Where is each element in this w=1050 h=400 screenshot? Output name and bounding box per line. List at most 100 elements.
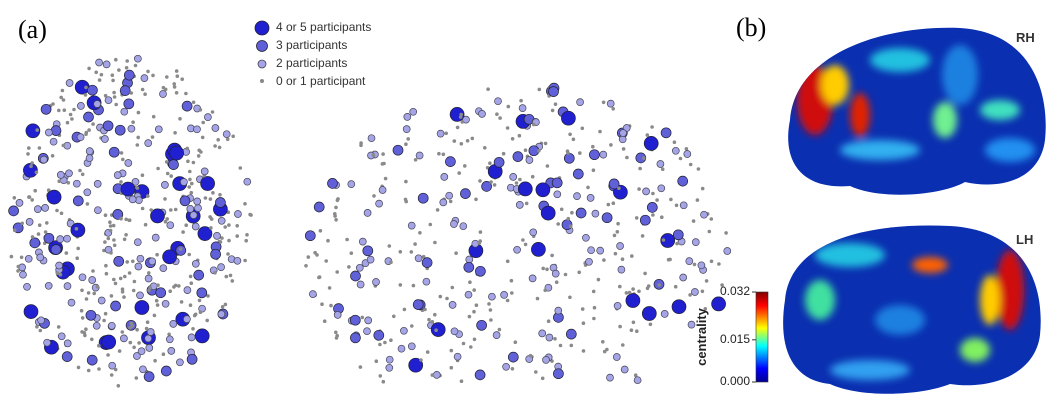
node-dot: [634, 216, 639, 220]
node-dot: [188, 274, 193, 279]
node-dot: [108, 146, 120, 158]
node-dot: [696, 167, 701, 171]
node-dot: [553, 102, 558, 106]
node-dot: [371, 153, 376, 157]
node-dot: [364, 316, 373, 325]
node-dot: [505, 298, 510, 303]
node-dot: [128, 326, 132, 330]
node-dot: [495, 112, 499, 116]
node-dot: [143, 222, 148, 227]
node-dot: [70, 222, 86, 238]
node-dot: [200, 176, 215, 191]
node-dot: [660, 310, 669, 318]
node-dot: [145, 320, 150, 325]
node-dot: [313, 250, 317, 255]
node-dot: [9, 254, 14, 259]
node-dot: [476, 319, 487, 331]
node-dot: [121, 157, 125, 162]
node-dot: [107, 321, 116, 330]
node-dot: [350, 270, 361, 282]
node-dot: [347, 265, 351, 269]
node-dot: [572, 168, 584, 180]
node-dot: [16, 269, 20, 273]
node-dot: [172, 85, 177, 89]
node-dot: [505, 126, 510, 130]
node-dot: [489, 318, 493, 322]
colorbar: centrality 0.000 0.015 0.032: [694, 284, 769, 388]
node-dot: [333, 214, 337, 218]
node-dot: [191, 160, 196, 165]
node-dot: [688, 293, 692, 297]
node-dot: [63, 234, 71, 243]
node-dot: [571, 137, 576, 142]
node-dot: [174, 91, 179, 95]
node-dot: [135, 143, 140, 147]
node-dot: [309, 290, 317, 298]
node-dot: [427, 317, 431, 322]
node-dot: [381, 379, 386, 384]
node-dot: [120, 181, 136, 197]
node-dot: [586, 185, 590, 190]
node-dot: [677, 175, 689, 187]
node-dot: [164, 160, 169, 164]
node-dot: [243, 177, 252, 186]
node-dot: [80, 316, 85, 320]
node-dot: [227, 238, 231, 243]
node-dot: [445, 296, 449, 301]
node-dot: [159, 264, 168, 273]
node-dot: [596, 277, 601, 282]
node-dot: [140, 206, 145, 211]
node-dot: [112, 90, 116, 95]
node-dot: [143, 92, 147, 96]
node-dot: [633, 373, 638, 378]
node-dot: [119, 180, 123, 184]
node-dot: [249, 213, 253, 217]
node-dot: [94, 206, 102, 215]
node-dot: [87, 66, 91, 71]
node-dot: [575, 207, 587, 219]
node-dot: [84, 297, 89, 301]
node-dot: [50, 154, 55, 158]
node-dot: [60, 88, 65, 93]
node-dot: [625, 155, 629, 160]
node-dot: [464, 290, 473, 299]
node-dot: [510, 137, 515, 141]
node-dot: [76, 133, 85, 141]
node-dot: [228, 273, 233, 278]
node-dot: [563, 272, 568, 277]
node-dot: [163, 219, 168, 224]
node-dot: [123, 274, 127, 279]
node-dot: [144, 334, 153, 343]
node-dot: [720, 283, 724, 287]
colorbar-tick-label: 0.000: [720, 374, 750, 388]
node-dot: [118, 276, 123, 281]
node-dot: [347, 180, 356, 188]
node-dot: [80, 330, 84, 334]
node-dot: [389, 260, 393, 265]
legend-label: 4 or 5 participants: [276, 20, 371, 34]
node-dot: [450, 285, 455, 290]
node-dot: [541, 266, 545, 271]
node-dot: [724, 231, 728, 235]
node-dot: [605, 347, 609, 352]
node-dot: [33, 205, 42, 213]
node-dot: [320, 302, 324, 307]
node-dot: [684, 147, 689, 151]
colorbar-tick-label: 0.015: [720, 332, 750, 346]
node-dot: [187, 252, 191, 257]
node-dot: [548, 86, 559, 97]
node-dot: [679, 273, 688, 282]
node-dot: [537, 149, 541, 153]
node-dot: [65, 79, 74, 87]
node-dot: [363, 327, 371, 336]
brain-rh: [788, 27, 1046, 195]
node-dot: [459, 222, 468, 231]
node-dot: [430, 322, 446, 337]
brain-lh: [783, 225, 1041, 394]
node-dot: [486, 87, 490, 91]
node-dot: [159, 90, 167, 98]
node-dot: [618, 284, 622, 289]
node-dot: [616, 242, 624, 250]
node-dot: [114, 124, 126, 136]
node-dot: [651, 191, 655, 196]
